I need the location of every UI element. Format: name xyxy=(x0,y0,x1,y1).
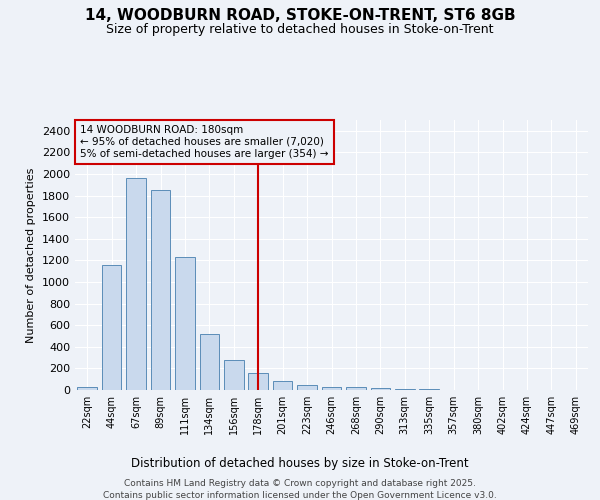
Text: Size of property relative to detached houses in Stoke-on-Trent: Size of property relative to detached ho… xyxy=(106,22,494,36)
Y-axis label: Number of detached properties: Number of detached properties xyxy=(26,168,37,342)
Bar xyxy=(151,190,170,390)
Bar xyxy=(248,374,268,390)
Bar xyxy=(395,389,415,390)
Text: Distribution of detached houses by size in Stoke-on-Trent: Distribution of detached houses by size … xyxy=(131,458,469,470)
Bar xyxy=(224,360,244,390)
Text: 14, WOODBURN ROAD, STOKE-ON-TRENT, ST6 8GB: 14, WOODBURN ROAD, STOKE-ON-TRENT, ST6 8… xyxy=(85,8,515,22)
Bar xyxy=(371,388,390,390)
Bar xyxy=(273,381,292,390)
Bar xyxy=(322,387,341,390)
Bar xyxy=(200,334,219,390)
Text: 14 WOODBURN ROAD: 180sqm
← 95% of detached houses are smaller (7,020)
5% of semi: 14 WOODBURN ROAD: 180sqm ← 95% of detach… xyxy=(80,126,329,158)
Bar xyxy=(175,257,194,390)
Bar xyxy=(127,178,146,390)
Bar xyxy=(297,385,317,390)
Bar xyxy=(346,387,366,390)
Bar xyxy=(102,264,121,390)
Text: Contains public sector information licensed under the Open Government Licence v3: Contains public sector information licen… xyxy=(103,491,497,500)
Text: Contains HM Land Registry data © Crown copyright and database right 2025.: Contains HM Land Registry data © Crown c… xyxy=(124,479,476,488)
Bar xyxy=(77,388,97,390)
